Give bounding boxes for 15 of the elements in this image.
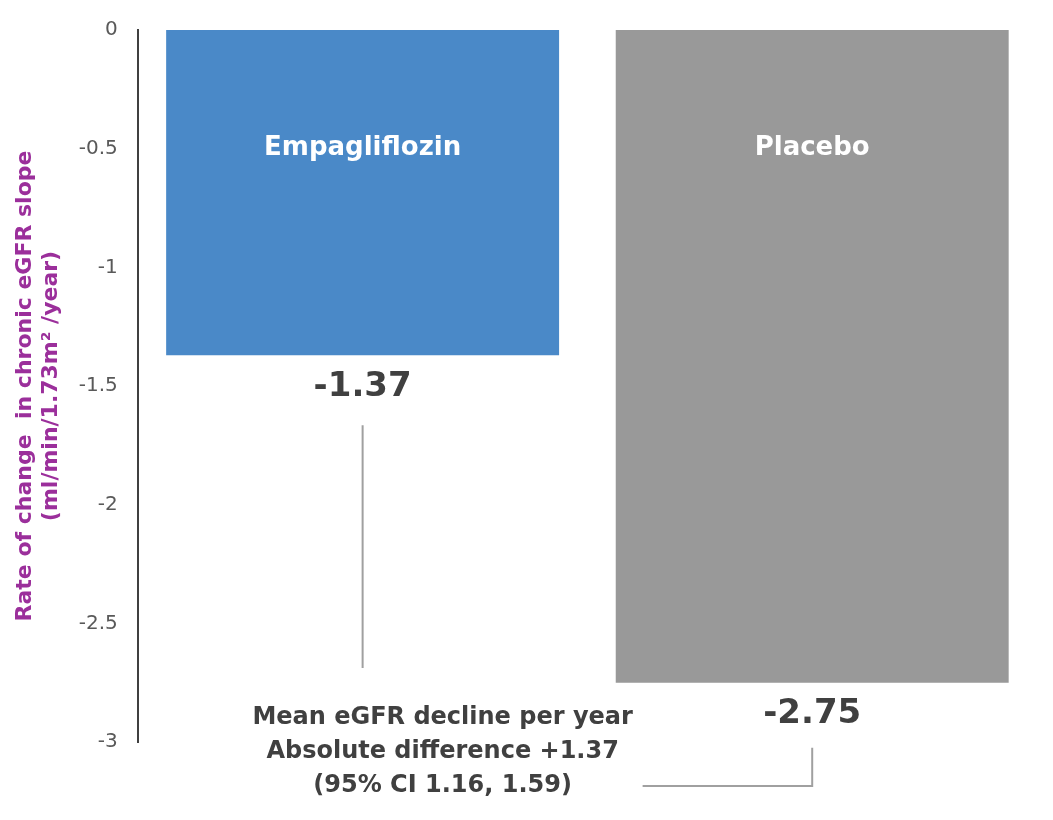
y-tick-label: -2: [97, 490, 118, 515]
y-tick-label: -2.5: [78, 609, 118, 634]
x-tick-label: Placebo: [754, 131, 870, 162]
data-label: -2.75: [763, 691, 862, 732]
y-axis-title: Rate of change in chronic eGFR slope (ml/min/1.73m² /year): [10, 150, 63, 622]
y-tick-label: -1: [97, 253, 118, 278]
annotation: Absolute difference +1.37: [266, 736, 619, 765]
data-label: -1.37: [313, 363, 412, 404]
y-tick-label: -3: [97, 728, 118, 753]
text: (95% CI 1.16, 1.59): [313, 770, 572, 799]
y-tick-label: -1.5: [78, 372, 118, 397]
x-tick-label: Empagliflozin: [264, 131, 462, 162]
y-tick-label: 0: [105, 16, 118, 41]
annotation: Mean eGFR decline per year: [252, 702, 634, 731]
y-tick-label: -0.5: [78, 134, 118, 159]
